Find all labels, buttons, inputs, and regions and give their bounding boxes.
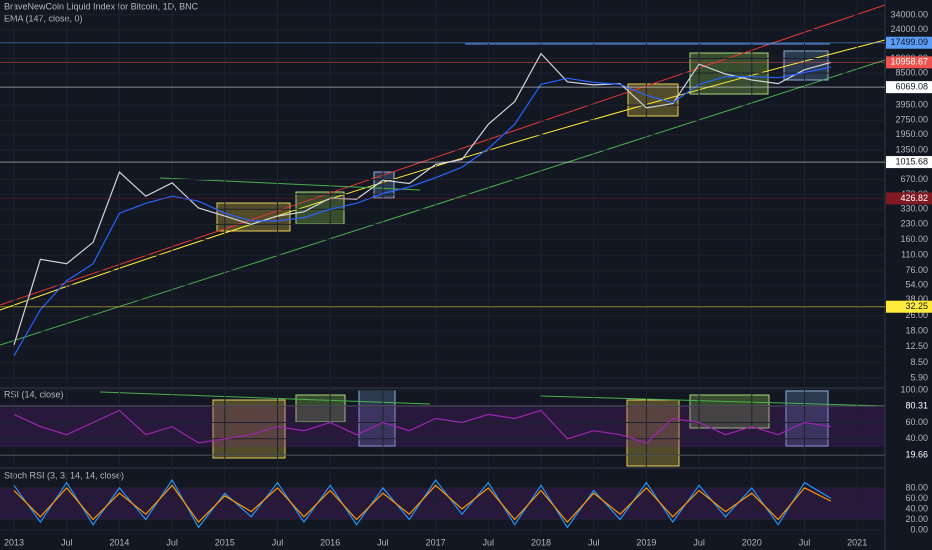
x-tick-label: 2017 [426, 537, 446, 547]
price-tag-label: 80.31 [905, 400, 928, 410]
y-tick-label: 24000.00 [890, 24, 928, 34]
x-tick-label: 2015 [215, 537, 235, 547]
y-tick-label: 0.00 [910, 524, 928, 534]
y-tick-label: 60.00 [905, 493, 928, 503]
x-tick-label: 2014 [109, 537, 129, 547]
price-tag-label: 10958.67 [890, 57, 928, 67]
y-tick-label: 34000.00 [890, 9, 928, 19]
box [627, 83, 679, 117]
y-tick-label: 18.00 [905, 326, 928, 336]
y-tick-label: 110.00 [901, 250, 928, 260]
trend-line [99, 391, 431, 405]
legend-entry: EMA (147, close, 0) [4, 13, 83, 23]
x-tick-label: 2019 [636, 537, 656, 547]
y-tick-label: 60.00 [905, 417, 928, 427]
y-tick-label: 100.00 [900, 384, 928, 394]
x-tick-label: Jul [377, 537, 389, 547]
x-tick-label: 2018 [531, 537, 551, 547]
x-tick-label: Jul [799, 537, 811, 547]
box [785, 390, 829, 447]
y-tick-label: 20.00 [905, 514, 928, 524]
y-tick-label: 8500.00 [895, 67, 928, 77]
price-tag [886, 449, 932, 462]
price-tag-label: 17499.09 [890, 37, 928, 47]
y-tick-label: 76.00 [905, 265, 928, 275]
price-tag [886, 81, 932, 94]
y-tick-label: 80.00 [905, 482, 928, 492]
y-tick-label: 8.50 [910, 357, 928, 367]
y-tick-label: 2750.00 [895, 115, 928, 125]
price-tag [886, 56, 932, 69]
x-tick-label: Jul [483, 537, 495, 547]
y-tick-label: 230.00 [900, 219, 928, 229]
y-tick-label: 1950.00 [895, 129, 928, 139]
y-tick-label: 670.00 [900, 174, 928, 184]
y-tick-label: 40.00 [905, 433, 928, 443]
price-tag-label: 1015.68 [895, 156, 928, 166]
chart-title: BraveNewCoin Liquid Index for Bitcoin, 1… [4, 1, 199, 11]
x-tick-label: Jul [272, 537, 284, 547]
price-tag-label: 19.66 [905, 450, 928, 460]
y-tick-label: 12.50 [905, 341, 928, 351]
pane-title: Stoch RSI (3, 3, 14, 14, close) [4, 470, 124, 480]
price-tag-label: 6069.08 [895, 82, 928, 92]
x-tick-label: Jul [693, 537, 705, 547]
price-tag [886, 156, 932, 169]
price-tag [886, 192, 932, 205]
series-line [13, 484, 832, 524]
y-tick-label: 1350.00 [895, 145, 928, 155]
x-tick-label: 2021 [847, 537, 867, 547]
trend-line [0, 59, 886, 346]
y-tick-label: 3950.00 [895, 100, 928, 110]
price-tag [886, 300, 932, 313]
series-line [13, 66, 832, 357]
rsi-band [0, 405, 885, 447]
price-tag-label: 32.25 [905, 301, 928, 311]
box [358, 389, 396, 447]
pane-title: RSI (14, close) [4, 389, 64, 399]
y-tick-label: 330.00 [900, 204, 928, 214]
y-tick-label: 5.90 [910, 372, 928, 382]
x-tick-label: Jul [588, 537, 600, 547]
y-tick-label: 40.00 [905, 503, 928, 513]
trend-line [539, 395, 886, 407]
price-tag [886, 36, 932, 49]
x-tick-label: 2013 [4, 537, 24, 547]
series-line [13, 409, 831, 444]
x-tick-label: 2020 [742, 537, 762, 547]
y-tick-label: 160.00 [900, 234, 928, 244]
x-tick-label: Jul [166, 537, 178, 547]
y-tick-label: 54.00 [905, 279, 928, 289]
price-tag [886, 400, 932, 413]
price-tag-label: 426.82 [900, 193, 928, 203]
y-tick-label: 26.00 [905, 310, 928, 320]
x-tick-label: 2016 [320, 537, 340, 547]
x-tick-label: Jul [61, 537, 73, 547]
y-tick-label: 38.00 [905, 294, 928, 304]
series-line [13, 52, 832, 345]
